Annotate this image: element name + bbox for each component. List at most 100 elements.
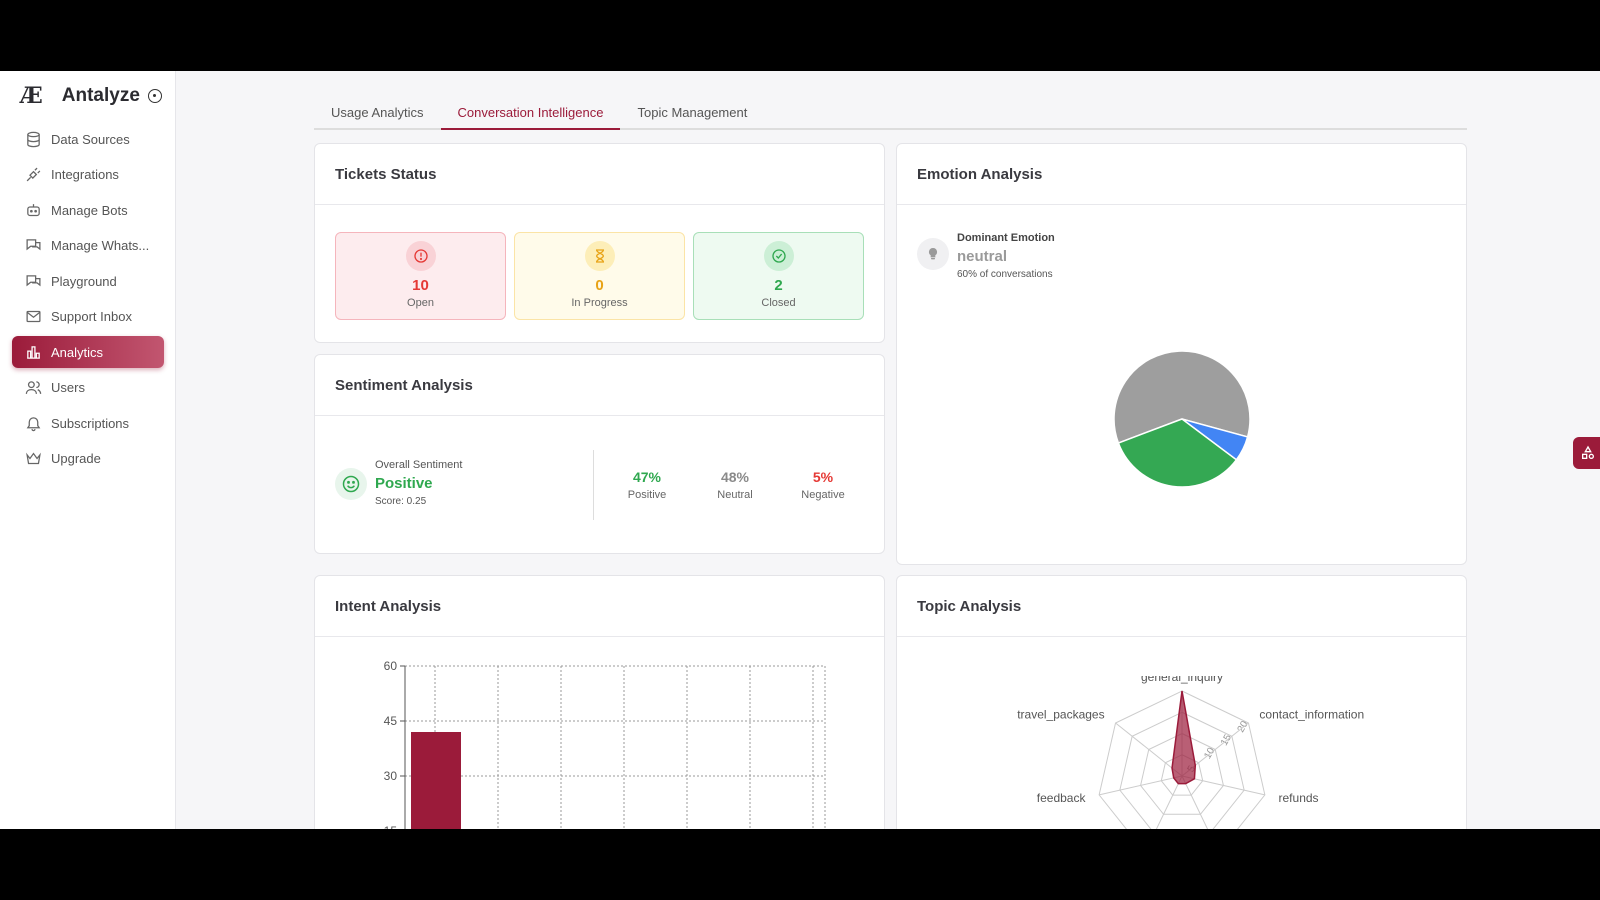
ticket-label: In Progress: [571, 297, 628, 309]
sidebar-item-manage-bots[interactable]: Manage Bots: [12, 194, 164, 226]
tab-bar: Usage Analytics Conversation Intelligenc…: [314, 99, 1467, 130]
plug-icon: [26, 167, 41, 182]
sidebar-item-label: Upgrade: [51, 451, 101, 466]
dominant-emotion-share: 60% of conversations: [957, 269, 1053, 280]
brand: Æ Antalyze: [20, 81, 162, 111]
sidebar-item-label: Users: [51, 380, 85, 395]
intent-bar-chart: 60 45 30 15: [384, 659, 826, 829]
bell-icon: [26, 416, 41, 431]
radar-axis-label: feedback: [1037, 791, 1087, 805]
radar-spoke: [1181, 775, 1209, 829]
sidebar-item-label: Manage Whats...: [51, 238, 150, 253]
sentiment-stat-positive: 47% Positive: [617, 469, 677, 501]
bottom-black-bar: [0, 829, 1600, 900]
sentiment-score: Score: 0.25: [375, 496, 427, 507]
stat-label: Negative: [801, 489, 845, 501]
brand-logo: Æ: [20, 83, 43, 109]
database-icon: [27, 131, 40, 147]
dominant-emotion-value: neutral: [957, 248, 1008, 265]
radar-axis-label: general_inquiry: [1141, 676, 1223, 684]
radar-ring: [1160, 754, 1204, 796]
tab-usage-analytics[interactable]: Usage Analytics: [331, 105, 424, 120]
lightbulb-icon: [917, 238, 949, 270]
card-title: Emotion Analysis: [897, 144, 1466, 205]
sidebar-item-integrations[interactable]: Integrations: [12, 159, 164, 191]
sidebar-item-label: Support Inbox: [51, 309, 132, 324]
y-tick-label: 15: [384, 824, 398, 829]
radar-axis-label: contact_information: [1259, 707, 1364, 721]
sidebar-item-users[interactable]: Users: [12, 372, 164, 404]
app-window: Æ Antalyze Data Sources Integrations Man…: [0, 71, 1600, 829]
card-title: Sentiment Analysis: [315, 355, 884, 416]
emotion-analysis-card: Emotion Analysis Dominant Emotion neutra…: [896, 143, 1467, 565]
card-title: Intent Analysis: [315, 576, 884, 637]
radar-spoke: [1155, 775, 1183, 829]
pie-slice-2[interactable]: [1117, 418, 1238, 488]
radar-spoke: [1099, 775, 1183, 796]
radar-ring: [1098, 690, 1266, 829]
sidebar-item-upgrade[interactable]: Upgrade: [12, 443, 164, 475]
radar-axis-label: travel_packages: [1017, 707, 1104, 721]
sentiment-analysis-card: Sentiment Analysis Overall Sentiment Pos…: [314, 354, 885, 554]
top-black-bar: [0, 0, 1600, 71]
sentiment-stat-negative: 5% Negative: [793, 469, 853, 501]
check-circle-icon: [763, 241, 794, 271]
divider: [593, 450, 594, 520]
ticket-open-box[interactable]: 10 Open: [335, 232, 506, 320]
sidebar-item-subscriptions[interactable]: Subscriptions: [12, 407, 164, 439]
ticket-in-progress-box[interactable]: 0 In Progress: [514, 232, 685, 320]
overall-sentiment-value: Positive: [375, 475, 433, 492]
card-title: Tickets Status: [315, 144, 884, 205]
ticket-count: 0: [595, 277, 604, 294]
sidebar-item-label: Playground: [51, 273, 117, 289]
sidebar-item-label: Analytics: [51, 344, 104, 360]
sidebar-item-playground[interactable]: Playground: [12, 265, 164, 297]
topic-analysis-card: Topic Analysis 5101520general_inquirycon…: [896, 575, 1467, 829]
stat-label: Neutral: [717, 489, 753, 501]
info-icon[interactable]: [147, 89, 162, 103]
crown-icon: [26, 452, 41, 465]
ticket-label: Closed: [761, 297, 796, 309]
sidebar-item-label: Manage Bots: [51, 202, 128, 218]
smile-icon: [335, 468, 367, 500]
sidebar-item-support-inbox[interactable]: Support Inbox: [12, 301, 164, 333]
hourglass-icon: [584, 241, 615, 271]
stat-value: 47%: [632, 469, 662, 485]
ticket-count: 10: [412, 277, 429, 294]
bar-0[interactable]: [411, 732, 461, 829]
y-tick-label: 60: [384, 659, 398, 673]
sidebar-item-label: Integrations: [51, 167, 119, 182]
users-icon: [25, 381, 42, 394]
pie-slice-0[interactable]: [1113, 350, 1251, 445]
tickets-status-card: Tickets Status 10 Open 0 In Progress 2 Closed: [314, 143, 885, 343]
radar-spoke: [1115, 722, 1183, 777]
sidebar-item-data-sources[interactable]: Data Sources: [12, 123, 164, 155]
ticket-closed-box[interactable]: 2 Closed: [693, 232, 864, 320]
ticket-label: Open: [407, 297, 434, 309]
radar-ring: [1119, 711, 1245, 829]
sidebar-nav: Data Sources Integrations Manage Bots Ma…: [12, 123, 164, 478]
radar-axis-label: refunds: [1279, 791, 1319, 805]
emotion-pie-chart: [1113, 350, 1251, 488]
radar-spoke: [1181, 775, 1265, 796]
sentiment-stat-neutral: 48% Neutral: [705, 469, 765, 501]
card-title: Topic Analysis: [897, 576, 1466, 637]
bar-chart-icon: [27, 345, 40, 359]
radar-ring: [1140, 732, 1224, 815]
sidebar-item-manage-whatsapp[interactable]: Manage Whats...: [12, 230, 164, 262]
inbox-icon: [26, 310, 41, 323]
brand-name: Antalyze: [61, 85, 140, 106]
shapes-icon[interactable]: [1573, 437, 1600, 469]
bot-icon: [27, 203, 40, 216]
stat-label: Positive: [627, 489, 667, 501]
tab-topic-management[interactable]: Topic Management: [637, 105, 748, 120]
sidebar: Æ Antalyze Data Sources Integrations Man…: [0, 71, 176, 829]
overall-sentiment-label: Overall Sentiment: [375, 459, 463, 471]
dominant-emotion-label: Dominant Emotion: [957, 232, 1055, 244]
tab-conversation-intelligence[interactable]: Conversation Intelligence: [440, 99, 621, 130]
sidebar-item-analytics[interactable]: Analytics: [12, 336, 164, 368]
ticket-count: 2: [774, 277, 783, 294]
alert-circle-icon: [405, 241, 436, 271]
sidebar-item-label: Subscriptions: [51, 415, 130, 431]
radar-series-area[interactable]: [1171, 690, 1197, 785]
